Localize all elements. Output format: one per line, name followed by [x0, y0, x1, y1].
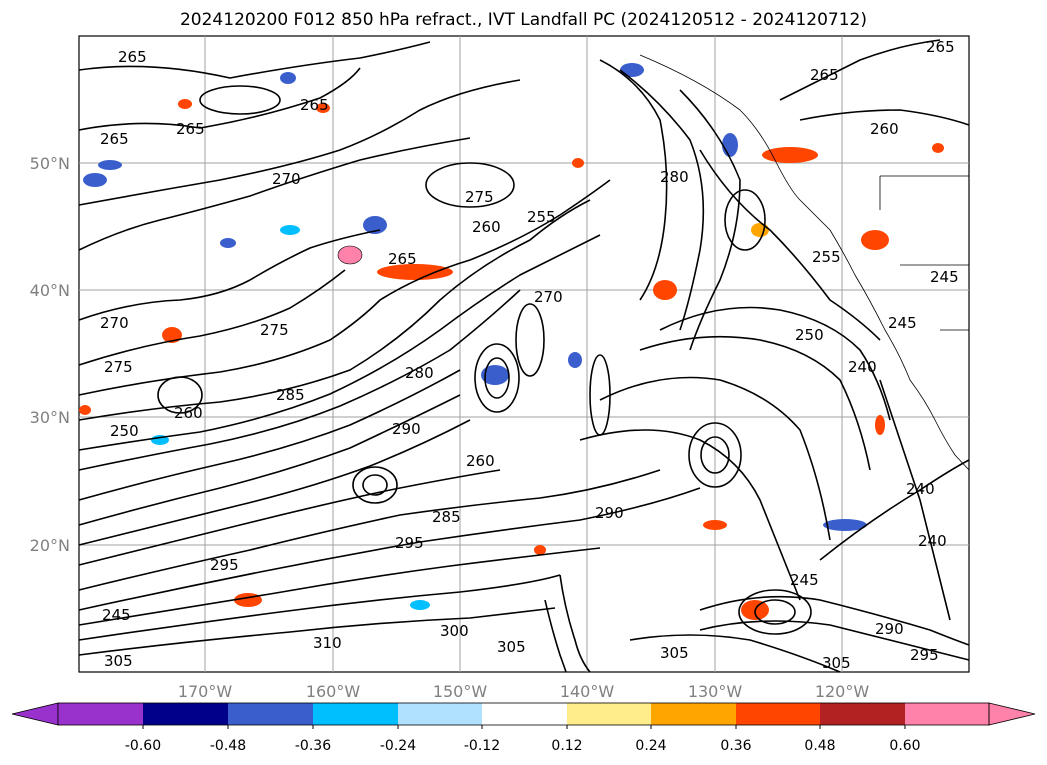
colorbar-tick-label: -0.60	[125, 738, 161, 754]
map-title: 2024120200 F012 850 hPa refract., IVT La…	[179, 10, 867, 30]
contour-label: 305	[104, 652, 133, 670]
contour-label: 265	[926, 38, 955, 56]
lon-label-140w: 140°W	[560, 682, 615, 701]
contour-label: 265	[388, 250, 417, 268]
refractivity-fill-patches	[79, 63, 944, 620]
colorbar-tick-label: -0.12	[464, 738, 500, 754]
contour-label: 305	[497, 638, 526, 656]
contour-label: 295	[910, 646, 939, 664]
colorbar-tick-label: 0.48	[804, 738, 835, 754]
colorbar-segment	[905, 703, 989, 725]
colorbar-segment	[820, 703, 905, 725]
contour-label: 275	[260, 321, 289, 339]
contour-label: 275	[465, 188, 494, 206]
contour-label: 265	[100, 130, 129, 148]
lon-label-150w: 150°W	[433, 682, 488, 701]
colorbar-segment	[228, 703, 313, 725]
contour-label: 260	[870, 120, 899, 138]
contour-label: 255	[527, 208, 556, 226]
contour-label: 295	[395, 534, 424, 552]
lon-label-130w: 130°W	[688, 682, 743, 701]
contour-label: 265	[118, 48, 147, 66]
colorbar-segment	[482, 703, 567, 725]
map-frame	[78, 35, 970, 673]
colorbar-segment	[143, 703, 228, 725]
contour-label: 275	[104, 358, 133, 376]
contour-label: 285	[276, 386, 305, 404]
contour-label: 245	[790, 571, 819, 589]
lon-label-170w: 170°W	[178, 682, 233, 701]
map-plot-area: 265 265 265 265 265 270 270 275 260 255 …	[78, 35, 970, 673]
colorbar-segment	[313, 703, 398, 725]
lat-label-30n: 30°N	[30, 408, 70, 427]
contour-label: 260	[174, 404, 203, 422]
contour-label: 280	[405, 364, 434, 382]
colorbar-tick-label: 0.24	[635, 738, 666, 754]
colorbar-under-arrow	[11, 702, 59, 726]
contour-label: 245	[930, 268, 959, 286]
lat-label-40n: 40°N	[30, 281, 70, 300]
latitude-labels: 50°N 40°N 30°N 20°N	[30, 154, 70, 555]
contour-label: 265	[176, 120, 205, 138]
contour-labels: 265 265 265 265 265 270 270 275 260 255 …	[100, 38, 959, 672]
longitude-labels: 170°W 160°W 150°W 140°W 130°W 120°W	[178, 682, 870, 701]
contour-label: 240	[918, 532, 947, 550]
contour-label: 260	[472, 218, 501, 236]
contour-label: 290	[595, 504, 624, 522]
colorbar-tick-label: -0.24	[380, 738, 416, 754]
lat-label-20n: 20°N	[30, 536, 70, 555]
coastline	[639, 54, 970, 471]
contour-label: 290	[875, 620, 904, 638]
contour-label: 270	[534, 288, 563, 306]
colorbar-tick-label: 0.12	[551, 738, 582, 754]
contour-label: 280	[660, 168, 689, 186]
contour-label: 290	[392, 420, 421, 438]
contour-label: 250	[795, 326, 824, 344]
contour-label: 265	[810, 66, 839, 84]
colorbar-segment	[58, 703, 143, 725]
lon-label-120w: 120°W	[815, 682, 870, 701]
contour-label: 270	[100, 314, 129, 332]
contour-label: 305	[660, 644, 689, 662]
contour-label: 240	[906, 480, 935, 498]
colorbar-segment	[567, 703, 651, 725]
colorbar-tick-label: -0.48	[210, 738, 246, 754]
refractivity-contours	[78, 39, 970, 673]
colorbar-over-arrow	[988, 702, 1036, 726]
contour-label: 310	[313, 634, 342, 652]
colorbar-tick-label: 0.60	[889, 738, 920, 754]
contour-label: 265	[300, 96, 329, 114]
contour-label: 285	[432, 508, 461, 526]
lon-label-160w: 160°W	[306, 682, 361, 701]
gridlines	[79, 36, 969, 672]
contour-label: 260	[466, 452, 495, 470]
contour-label: 250	[110, 422, 139, 440]
colorbar-tick-label: 0.36	[720, 738, 751, 754]
colorbar: -0.60 -0.48 -0.36 -0.24 -0.12 0.12 0.24 …	[11, 702, 1036, 754]
colorbar-segment	[398, 703, 482, 725]
contour-label: 305	[822, 654, 851, 672]
colorbar-tick-label: -0.36	[295, 738, 331, 754]
contour-label: 255	[812, 248, 841, 266]
contour-label: 270	[272, 170, 301, 188]
contour-label: 300	[440, 622, 469, 640]
colorbar-segment	[736, 703, 820, 725]
contour-label: 245	[102, 606, 131, 624]
contour-label: 295	[210, 556, 239, 574]
contour-label: 245	[888, 314, 917, 332]
contour-label: 240	[848, 358, 877, 376]
colorbar-segment	[651, 703, 736, 725]
lat-label-50n: 50°N	[30, 154, 70, 173]
